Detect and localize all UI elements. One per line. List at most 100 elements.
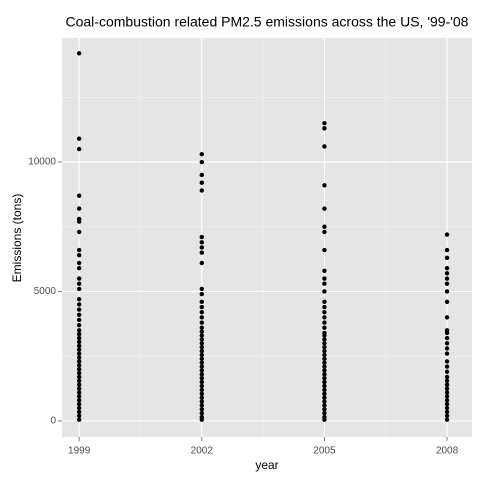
point (199, 291, 205, 297)
point (199, 309, 205, 315)
point (444, 390, 450, 395)
point (76, 355, 82, 360)
point (76, 417, 82, 422)
point (76, 390, 82, 395)
point (199, 383, 205, 389)
point (76, 302, 82, 307)
point (199, 364, 205, 369)
point (199, 348, 205, 354)
point (76, 394, 82, 399)
point (76, 347, 82, 352)
point (76, 351, 82, 356)
point (322, 337, 327, 342)
point (199, 325, 205, 330)
point (322, 320, 327, 325)
point (199, 188, 205, 193)
point (444, 335, 450, 341)
point (322, 247, 327, 253)
y-tick-label: 5000 (34, 286, 57, 297)
point (322, 333, 327, 338)
point (322, 344, 327, 350)
y-axis-label: Emissions (tons) (10, 194, 24, 283)
point (322, 410, 327, 416)
point (444, 405, 450, 411)
point (322, 391, 327, 396)
point (199, 245, 205, 250)
point (322, 403, 327, 408)
point (199, 395, 205, 400)
point (444, 281, 450, 286)
point (199, 159, 205, 165)
point (322, 364, 327, 369)
point (199, 333, 205, 338)
point (322, 383, 327, 389)
point (199, 376, 205, 381)
point (444, 255, 450, 261)
point (76, 51, 82, 56)
point (322, 407, 327, 412)
point (322, 352, 327, 358)
point (444, 386, 450, 391)
point (322, 144, 327, 149)
y-tick-label: 0 (50, 416, 56, 427)
point (199, 399, 205, 404)
point (76, 359, 82, 364)
point (322, 126, 327, 131)
point (444, 341, 450, 346)
point (199, 329, 205, 334)
point (76, 409, 82, 415)
point (76, 339, 82, 345)
chart-title: Coal-combustion related PM2.5 emissions … (66, 14, 469, 30)
point (76, 136, 82, 141)
point (444, 394, 450, 399)
point (76, 322, 82, 328)
point (444, 359, 450, 364)
point (76, 146, 82, 152)
point (76, 366, 82, 372)
point (322, 289, 327, 294)
point (444, 271, 450, 276)
point (199, 172, 205, 178)
point (444, 369, 450, 374)
point (199, 337, 205, 342)
point (322, 325, 327, 330)
point (76, 332, 82, 337)
point (322, 341, 327, 346)
plot-panel (62, 38, 472, 437)
point (444, 276, 450, 281)
point (444, 398, 450, 403)
point (76, 328, 82, 333)
point (322, 309, 327, 315)
point (199, 152, 205, 157)
point (322, 304, 327, 310)
point (322, 281, 327, 286)
point (322, 120, 327, 126)
point (199, 407, 205, 412)
point (444, 346, 450, 351)
point (322, 379, 327, 385)
point (199, 387, 205, 393)
point (444, 401, 450, 407)
point (199, 344, 205, 350)
point (322, 276, 327, 281)
point (444, 265, 450, 271)
point (444, 374, 450, 380)
point (76, 297, 82, 302)
point (199, 240, 205, 245)
point (76, 413, 82, 418)
point (199, 234, 205, 240)
point (322, 399, 327, 404)
point (76, 206, 82, 211)
point (199, 180, 205, 185)
point (199, 320, 205, 325)
point (322, 360, 327, 365)
point (76, 307, 82, 312)
point (76, 343, 82, 349)
point (199, 417, 205, 422)
point (322, 224, 327, 229)
point (199, 360, 205, 365)
point (322, 372, 327, 377)
point (322, 387, 327, 393)
point (322, 315, 327, 320)
point (199, 260, 205, 266)
